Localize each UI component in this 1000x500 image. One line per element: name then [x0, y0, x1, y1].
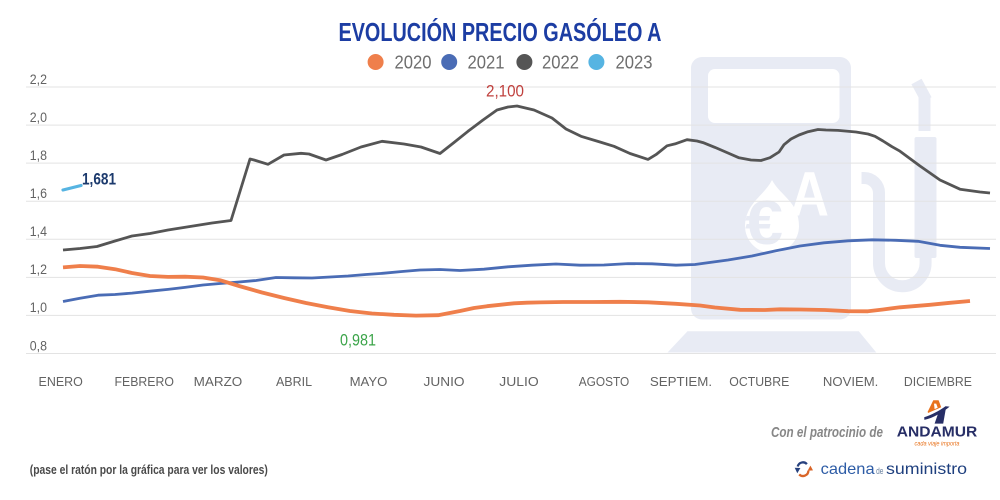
- svg-text:NOVIEM.: NOVIEM.: [823, 374, 878, 389]
- svg-text:cada viaje importa: cada viaje importa: [915, 441, 960, 448]
- svg-text:MARZO: MARZO: [194, 374, 243, 389]
- svg-text:1,0: 1,0: [30, 300, 47, 315]
- svg-text:EVOLUCIÓN PRECIO GASÓLEO A: EVOLUCIÓN PRECIO GASÓLEO A: [339, 17, 662, 47]
- svg-text:JULIO: JULIO: [499, 374, 538, 389]
- svg-text:2022: 2022: [542, 52, 579, 73]
- svg-text:cadena: cadena: [821, 461, 875, 478]
- svg-text:(pase el ratón por la gráfica: (pase el ratón por la gráfica para ver l…: [30, 462, 268, 477]
- svg-text:€: €: [745, 189, 783, 258]
- svg-text:ANDAMUR: ANDAMUR: [897, 425, 978, 441]
- svg-text:suministro: suministro: [886, 461, 967, 478]
- svg-text:Con el patrocinio de: Con el patrocinio de: [771, 424, 883, 441]
- svg-text:de: de: [876, 466, 883, 477]
- svg-text:2023: 2023: [616, 52, 653, 73]
- svg-text:2,2: 2,2: [30, 72, 47, 87]
- svg-text:2020: 2020: [395, 52, 432, 73]
- svg-text:0,8: 0,8: [30, 338, 47, 353]
- svg-text:MAYO: MAYO: [350, 374, 388, 389]
- svg-text:OCTUBRE: OCTUBRE: [729, 374, 789, 389]
- svg-text:FEBRERO: FEBRERO: [115, 374, 174, 389]
- svg-text:2,100: 2,100: [486, 82, 524, 101]
- svg-text:JUNIO: JUNIO: [424, 374, 465, 389]
- svg-text:DICIEMBRE: DICIEMBRE: [904, 374, 972, 389]
- svg-text:ENERO: ENERO: [39, 374, 83, 389]
- svg-text:1,4: 1,4: [30, 224, 48, 239]
- svg-text:0,981: 0,981: [340, 331, 376, 350]
- svg-text:SEPTIEM.: SEPTIEM.: [650, 374, 712, 389]
- svg-text:2021: 2021: [468, 52, 505, 73]
- svg-text:1,6: 1,6: [30, 186, 47, 201]
- svg-text:1,8: 1,8: [30, 148, 47, 163]
- svg-text:1,681: 1,681: [82, 170, 116, 189]
- svg-text:1,2: 1,2: [30, 262, 47, 277]
- svg-text:2,0: 2,0: [30, 110, 47, 125]
- svg-text:ABRIL: ABRIL: [276, 374, 312, 389]
- svg-text:AGOSTO: AGOSTO: [579, 374, 629, 389]
